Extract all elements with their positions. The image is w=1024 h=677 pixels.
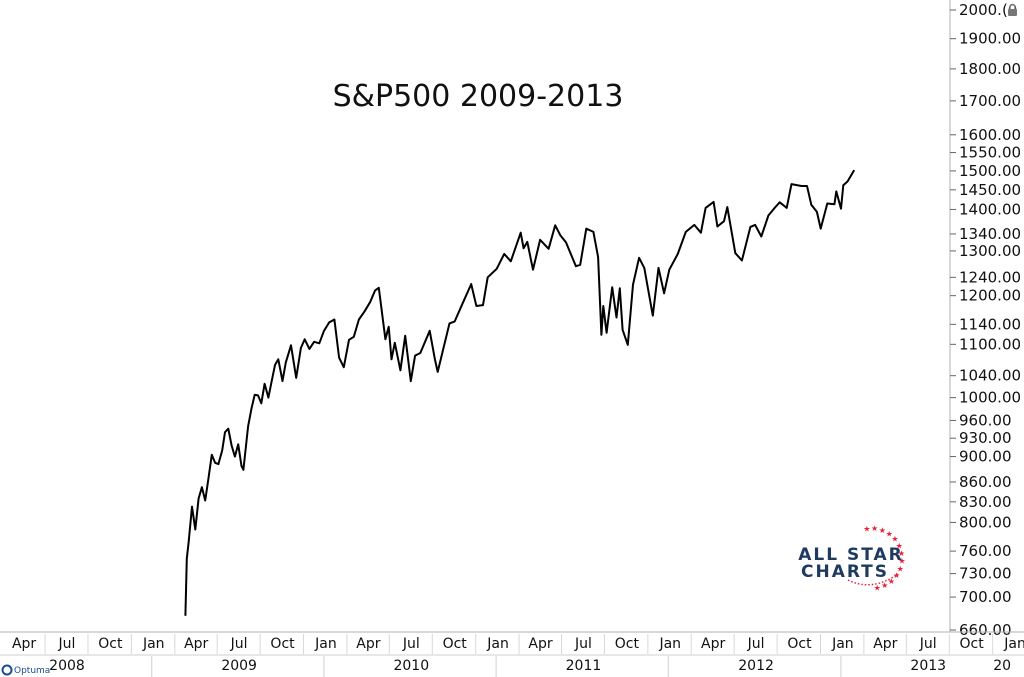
y-tick-label: 660.00	[959, 621, 1012, 639]
star-icon: ★	[891, 535, 898, 544]
y-tick-label: 930.00	[959, 429, 1012, 447]
x-month-label: Jul	[574, 636, 592, 652]
y-tick-label: 730.00	[959, 565, 1012, 583]
star-icon: ★	[879, 526, 886, 535]
x-month-label: Jan	[314, 636, 337, 652]
y-tick-label: 1340.00	[959, 225, 1021, 243]
x-month-label: Jan	[142, 636, 165, 652]
star-icon: ★	[888, 577, 895, 586]
x-month-label: Apr	[12, 636, 36, 652]
y-tick-label: 860.00	[959, 473, 1012, 491]
y-tick-label: 760.00	[959, 542, 1012, 560]
lock-icon[interactable]	[1008, 3, 1017, 17]
star-icon: ★	[886, 529, 893, 538]
y-tick-label: 1240.00	[959, 268, 1021, 286]
y-tick-label: 1900.00	[959, 30, 1021, 48]
x-month-label: Apr	[528, 636, 552, 652]
x-month-label: Jan	[1003, 636, 1024, 652]
x-month-label: Jul	[230, 636, 248, 652]
x-month-label: Oct	[98, 636, 123, 652]
logo-star-arc: ★ ★ ★ ★★★★★★★★★★	[847, 524, 905, 593]
x-month-label: Apr	[184, 636, 208, 652]
x-month-label: Oct	[270, 636, 295, 652]
star-icon: ★	[896, 541, 903, 550]
x-month-label: Jul	[919, 636, 937, 652]
y-tick-label: 1400.00	[959, 200, 1021, 218]
y-tick-label: 1100.00	[959, 335, 1021, 353]
y-axis: 660.00 700.00 730.00 760.00 800.00 830.00 860.…	[950, 1, 1021, 639]
star-icon: ★	[863, 525, 870, 534]
x-month-label: Jul	[747, 636, 765, 652]
star-icon: ★	[898, 557, 905, 566]
y-tick-label: 1550.00	[959, 144, 1021, 162]
y-tick-label: 700.00	[959, 588, 1012, 606]
x-month-label: Oct	[787, 636, 812, 652]
x-month-label: Oct	[443, 636, 468, 652]
x-month-label: Jan	[658, 636, 681, 652]
x-month-label: Jul	[402, 636, 420, 652]
x-month-label: Jan	[486, 636, 509, 652]
optuma-logo-icon	[1, 664, 13, 676]
logo-text-line1: ALL STAR	[798, 545, 904, 565]
y-tick-label: 830.00	[959, 493, 1012, 511]
logo-dotted-arc	[847, 573, 899, 586]
y-tick-label: 1040.00	[959, 367, 1021, 385]
x-month-label: Apr	[356, 636, 380, 652]
x-year-label: 2013	[910, 658, 946, 674]
y-tick-label: 1450.00	[959, 181, 1021, 199]
y-tick-label: 800.00	[959, 513, 1012, 531]
x-axis-months: Apr Jul Oct Jan Apr Jul Oct Jan Apr Jul Oct Jan Apr J…	[12, 634, 1024, 654]
star-icon: ★	[881, 581, 888, 590]
y-tick-label: 960.00	[959, 411, 1012, 429]
star-icon: ★	[898, 549, 905, 558]
y-tick-label: 2000.(0	[959, 1, 1017, 19]
vendor-name: Optuma	[14, 666, 50, 676]
vendor-badge: Optuma	[1, 664, 50, 676]
x-year-label: 2012	[738, 658, 774, 674]
logo-text-line2: CHARTS	[801, 562, 889, 582]
x-year-label: 2008	[49, 658, 85, 674]
all-star-charts-logo: ★ ★ ★ ★★★★★★★★★★ ALL STAR CHARTS	[798, 524, 905, 592]
price-series-line	[184, 169, 856, 616]
x-month-label: Oct	[960, 636, 985, 652]
x-year-label: 2010	[393, 658, 429, 674]
y-tick-label: 1000.00	[959, 389, 1021, 407]
y-tick-label: 1500.00	[959, 162, 1021, 180]
y-tick-label: 1600.00	[959, 126, 1021, 144]
star-icon: ★	[871, 524, 878, 533]
y-tick-label: 1300.00	[959, 242, 1021, 260]
y-tick-label: 1140.00	[959, 315, 1021, 333]
x-year-label: 20	[993, 658, 1011, 674]
chart-title: S&P500 2009-2013	[333, 79, 624, 114]
x-month-label: Jan	[831, 636, 854, 652]
x-month-label: Apr	[701, 636, 725, 652]
x-month-label: Oct	[615, 636, 640, 652]
y-tick-label: 1700.00	[959, 92, 1021, 110]
x-year-label: 2009	[221, 658, 257, 674]
x-month-label: Apr	[873, 636, 897, 652]
y-tick-label: 1800.00	[959, 60, 1021, 78]
x-month-label: Jul	[58, 636, 76, 652]
star-icon: ★	[893, 571, 900, 580]
star-icon: ★	[897, 564, 904, 573]
y-tick-label: 900.00	[959, 448, 1012, 466]
x-year-label: 2011	[566, 658, 602, 674]
star-icon: ★	[874, 584, 881, 593]
x-axis-years: 2008 2009 2010 2011 2012 2013 20	[49, 656, 1011, 677]
y-tick-label: 1200.00	[959, 287, 1021, 305]
